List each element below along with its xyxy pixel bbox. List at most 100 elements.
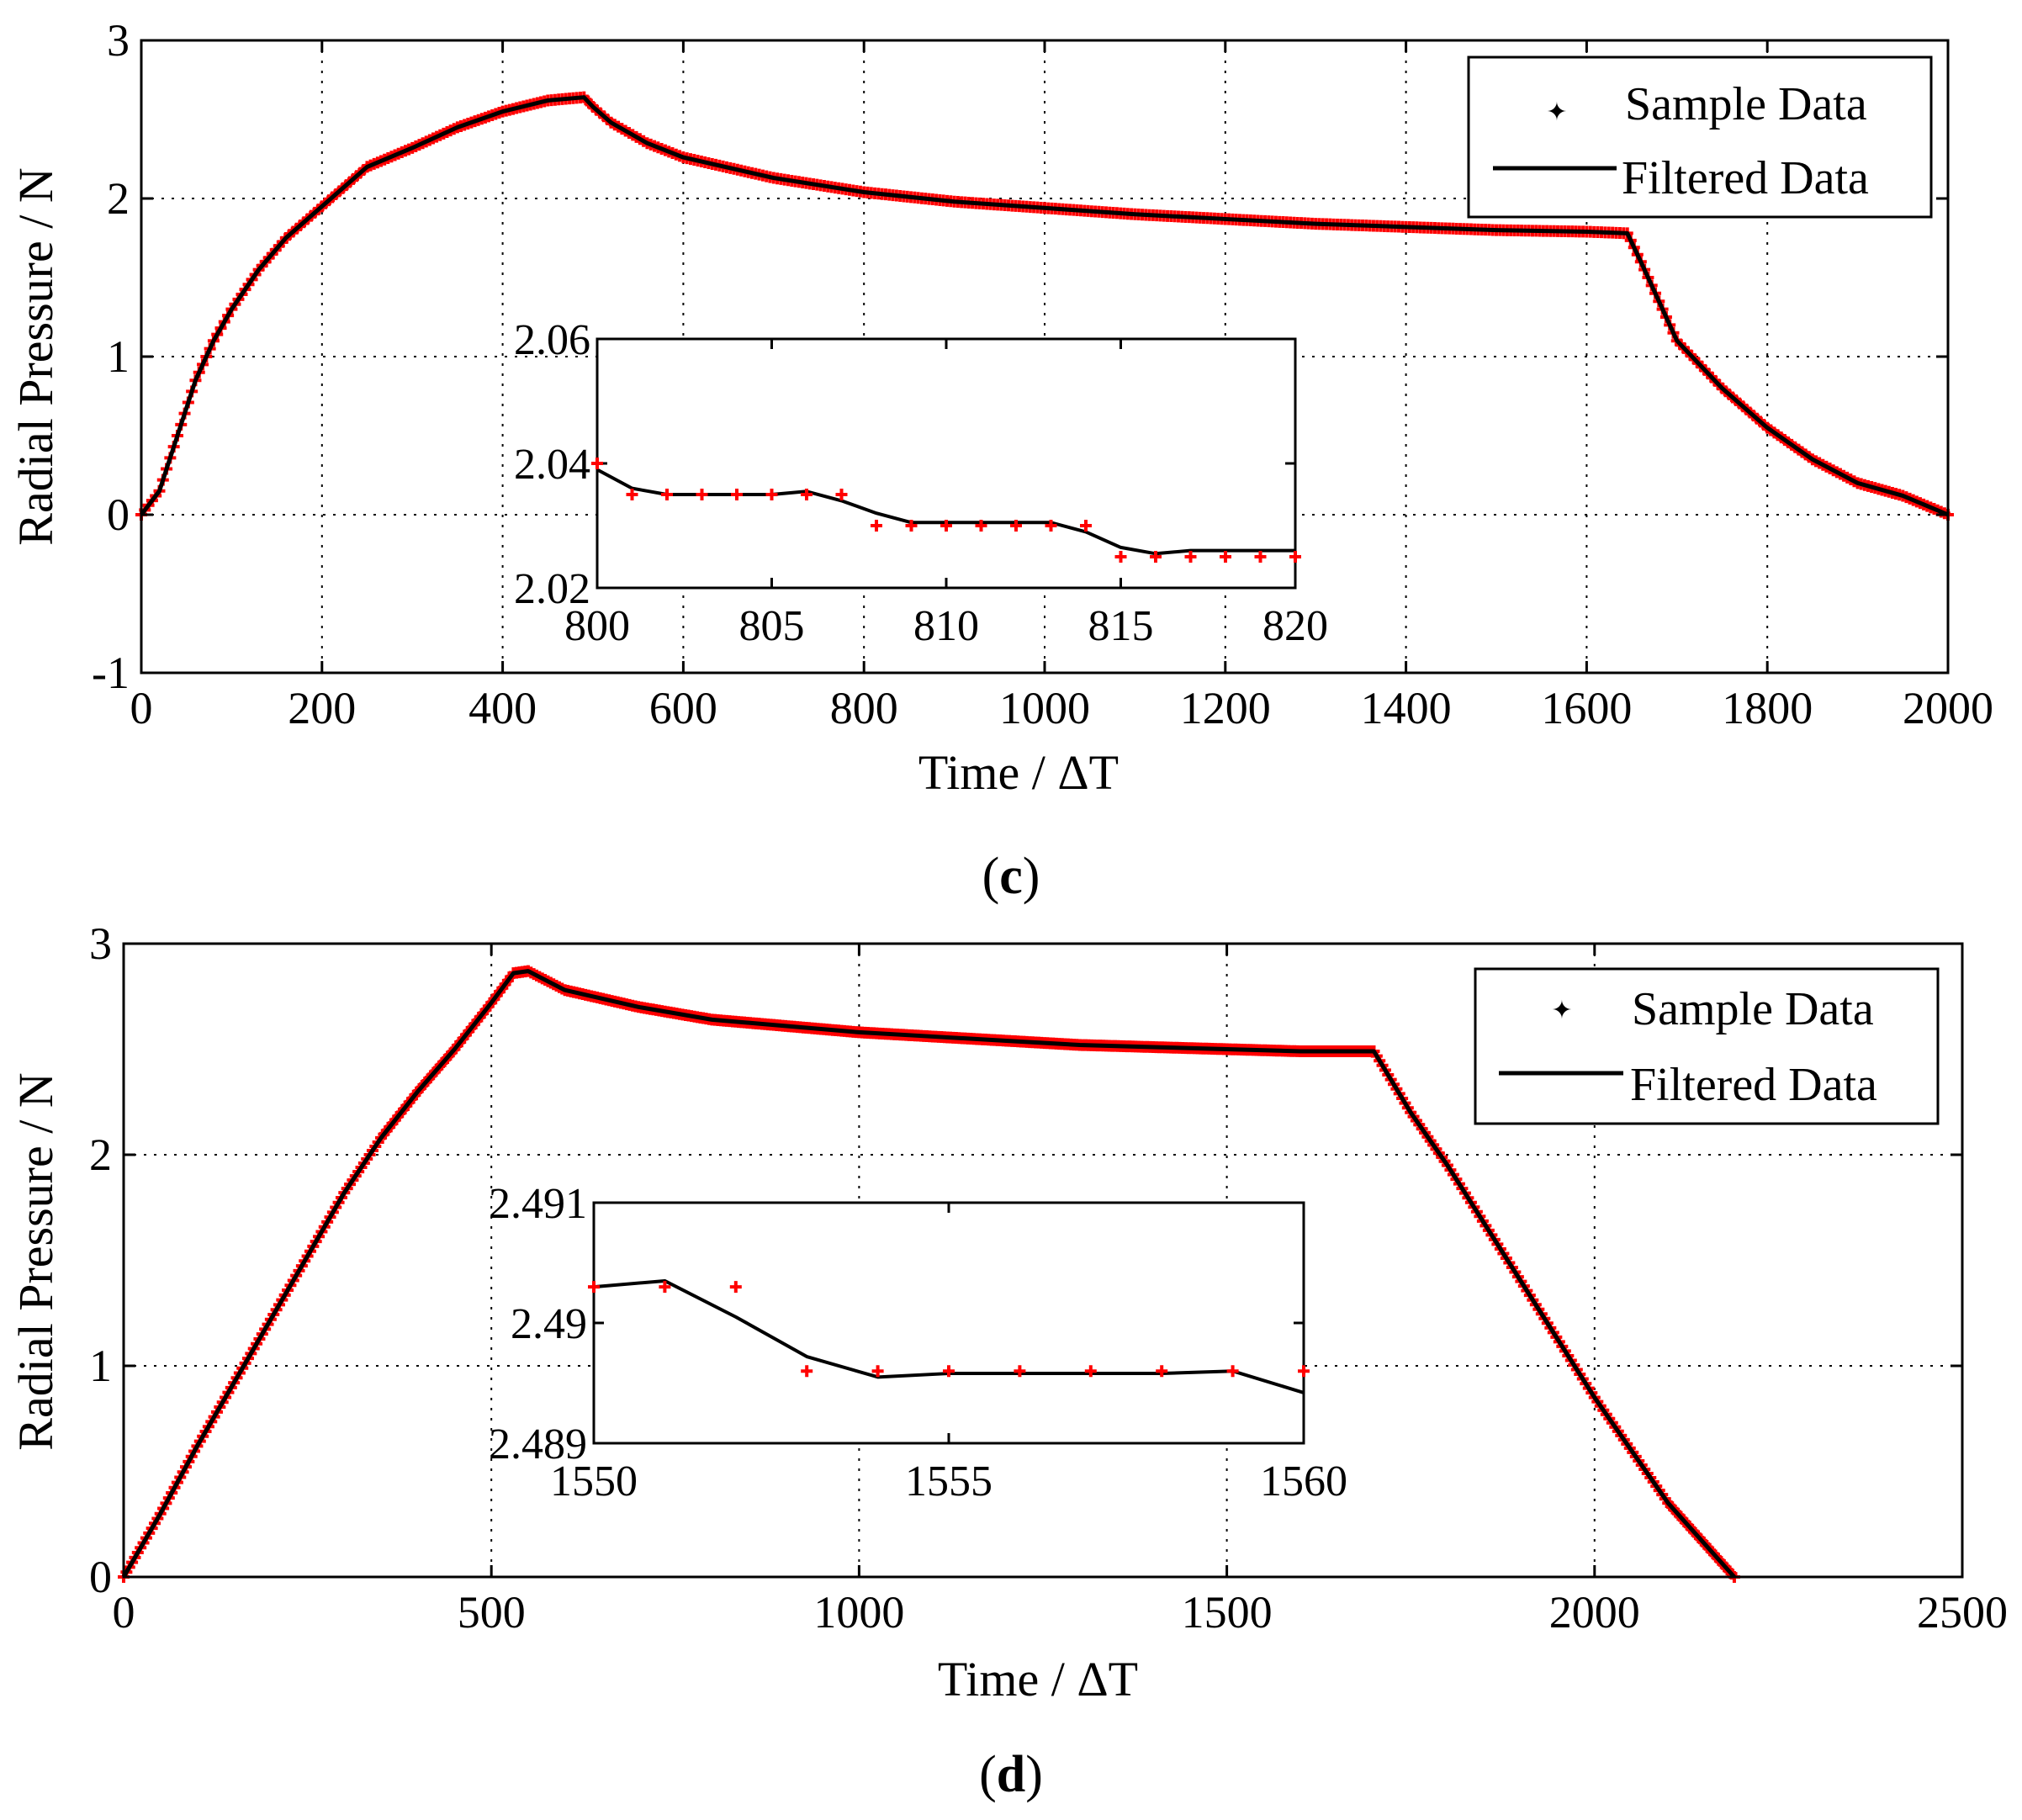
panel-c-inset-sample-point — [626, 489, 638, 500]
panel-d-inset-sample-point — [1226, 1365, 1239, 1378]
panel-d-ytick-label: 0 — [89, 1552, 112, 1602]
panel-d-xtick-label: 1500 — [1182, 1587, 1273, 1637]
panel-c-inset-sample-point — [765, 489, 778, 500]
panel-c-ytick-label: 2 — [107, 173, 130, 224]
panel-c-label: (c) — [982, 848, 1040, 905]
panel-c-inset-sample-point — [905, 520, 918, 532]
panel-d-ticks: 0 500 1000 1500 2000 2500 0 1 2 3 — [89, 918, 2008, 1637]
panel-d-inset-xtick-label: 1560 — [1260, 1458, 1347, 1505]
panel-d-ytick-label: 1 — [89, 1341, 112, 1391]
panel-d-inset-ytick-label: 2.489 — [489, 1421, 587, 1468]
panel-d-inset-sample-point — [1084, 1365, 1097, 1378]
panel-c-inset-sample-point — [1220, 551, 1231, 563]
panel-d-xlabel: Time / ΔT — [938, 1652, 1138, 1706]
panel-c-ytick-label: 3 — [107, 15, 130, 66]
panel-c-xtick-label: 200 — [288, 683, 356, 733]
panel-d-inset-sample-point — [1156, 1365, 1168, 1378]
panel-c-filtered-line — [140, 95, 1949, 517]
panel-c-inset-xtick-label: 820 — [1262, 602, 1328, 650]
panel-d-xtick-label: 0 — [113, 1587, 135, 1637]
panel-c-xlabel: Time / ΔT — [918, 745, 1119, 800]
panel-c-ytick-label: -1 — [92, 648, 130, 698]
panel-d-ytick-label: 3 — [89, 918, 112, 969]
panel-c-legend-filtered-label: Filtered Data — [1622, 152, 1869, 204]
panel-c-inset-sample-point — [1184, 551, 1197, 563]
panel-d-inset-sample-point — [943, 1365, 955, 1378]
panel-c-inset-sample-point — [591, 458, 603, 469]
panel-d-inset-ytick-label: 2.49 — [511, 1300, 587, 1348]
panel-d-inset: 1550 1555 1560 2.489 2.49 2.491 — [489, 1180, 1347, 1505]
panel-c-inset-xtick-label: 815 — [1088, 602, 1154, 650]
panel-d-label: (d) — [979, 1746, 1043, 1803]
panel-d-axes-frame — [122, 942, 1964, 1579]
panel-c-inset-ytick-label: 2.04 — [514, 441, 590, 489]
panel-d-inset-content: 1550 1555 1560 2.489 2.49 2.491 — [489, 1180, 1347, 1505]
panel-d-inset-sample-point — [729, 1281, 742, 1294]
panel-d-inset-sample-point — [801, 1365, 813, 1378]
panel-c-ticks: 0 200 400 600 800 1000 1200 1400 1600 1800 2000-10… — [92, 15, 1993, 733]
panel-d-inset-xtick-label: 1555 — [905, 1458, 992, 1505]
panel-d-filtered-line — [121, 969, 1736, 1579]
panel-c-inset-xtick-label: 805 — [739, 602, 805, 650]
panel-c-xtick-label: 2000 — [1903, 683, 1993, 733]
panel-c-xtick-label: 1200 — [1180, 683, 1271, 733]
panel-c-series — [135, 91, 1954, 521]
panel-d-inset-ytick-label: 2.491 — [489, 1180, 587, 1228]
panel-d-inset-frame — [592, 1201, 1305, 1445]
panel-d-legend: ✦ Sample Data Filtered Data — [1474, 967, 1940, 1125]
panel-c-inset-sample-point — [1045, 520, 1057, 532]
panel-c-xtick-label: 600 — [649, 683, 717, 733]
panel-d-xtick-label: 1000 — [813, 1587, 904, 1637]
panel-d-xtick-label: 500 — [458, 1587, 526, 1637]
panel-c-inset-sample-point — [801, 489, 813, 500]
panel-d-ytick-label: 2 — [89, 1130, 112, 1180]
panel-c-inset-sample-point — [1080, 520, 1092, 532]
panel-c-legend-box — [1467, 56, 1933, 219]
panel-c-ytick-label: 1 — [107, 331, 130, 382]
panel-c-xtick-label: 1800 — [1722, 683, 1813, 733]
panel-d-inset-sample-point — [871, 1365, 884, 1378]
panel-c-inset-sample-point — [940, 520, 952, 532]
panel-c-inset-sample-point — [1254, 551, 1267, 563]
panel-c-inset-xtick-label: 800 — [564, 602, 630, 650]
panel-d-xtick-label: 2500 — [1917, 1587, 2008, 1637]
panel-c-inset-sample-point — [1150, 551, 1162, 563]
panel-d-legend-box — [1474, 967, 1940, 1125]
panel-c-xtick-label: 400 — [468, 683, 537, 733]
panel-c-inset-sample-point — [835, 489, 848, 500]
panel-d-legend-sample-label: Sample Data — [1632, 983, 1874, 1035]
panel-d-ylabel: Radial Pressure / N — [8, 1072, 63, 1450]
panel-c-legend-marker: ✦ — [1546, 98, 1567, 126]
panel-d-inset-sample-point — [1298, 1365, 1310, 1378]
panel-d-inset-sample-point — [1014, 1365, 1026, 1378]
panel-d: 0 500 1000 1500 2000 2500 0 1 2 3 1550 1555 1560 2.4… — [8, 918, 2008, 1803]
panel-c-xtick-label: 1000 — [999, 683, 1090, 733]
panel-d-inset-sample-point — [659, 1281, 671, 1294]
panel-c-legend: ✦ Sample Data Filtered Data — [1467, 56, 1933, 219]
panel-c-inset-ytick-label: 2.06 — [514, 316, 590, 364]
panel-c-inset-sample-point — [696, 489, 708, 500]
panel-c-legend-sample-label: Sample Data — [1625, 78, 1867, 130]
panel-d-xtick-label: 2000 — [1549, 1587, 1640, 1637]
panel-d-legend-marker: ✦ — [1551, 997, 1572, 1024]
panel-c-inset-sample-point — [731, 489, 743, 500]
panel-c-inset-sample-point — [1010, 520, 1022, 532]
panel-d-inset-sample-point — [588, 1281, 600, 1294]
panel-c-inset: 800 805 810 815 820 2.02 2.04 2.06 — [514, 316, 1328, 650]
panel-c-xtick-label: 1400 — [1361, 683, 1452, 733]
panel-c-inset-sample-point — [1289, 551, 1301, 563]
panel-c-inset-sample-point — [661, 489, 673, 500]
panel-c-ytick-label: 0 — [107, 489, 130, 540]
panel-c-xtick-label: 1600 — [1541, 683, 1632, 733]
panel-d-inset-xtick-label: 1550 — [550, 1458, 638, 1505]
panel-d-legend-filtered-label: Filtered Data — [1630, 1059, 1877, 1111]
panel-c-inset-xtick-label: 810 — [913, 602, 979, 650]
panel-c-inset-content: 800 805 810 815 820 2.02 2.04 2.06 — [514, 316, 1328, 650]
panel-c-inset-sample-point — [871, 520, 882, 532]
panel-c-inset-sample-point — [975, 520, 987, 532]
panel-c-inset-ytick-label: 2.02 — [514, 565, 590, 613]
panel-c-xtick-label: 800 — [830, 683, 898, 733]
panel-c-ylabel: Radial Pressure / N — [8, 167, 63, 545]
